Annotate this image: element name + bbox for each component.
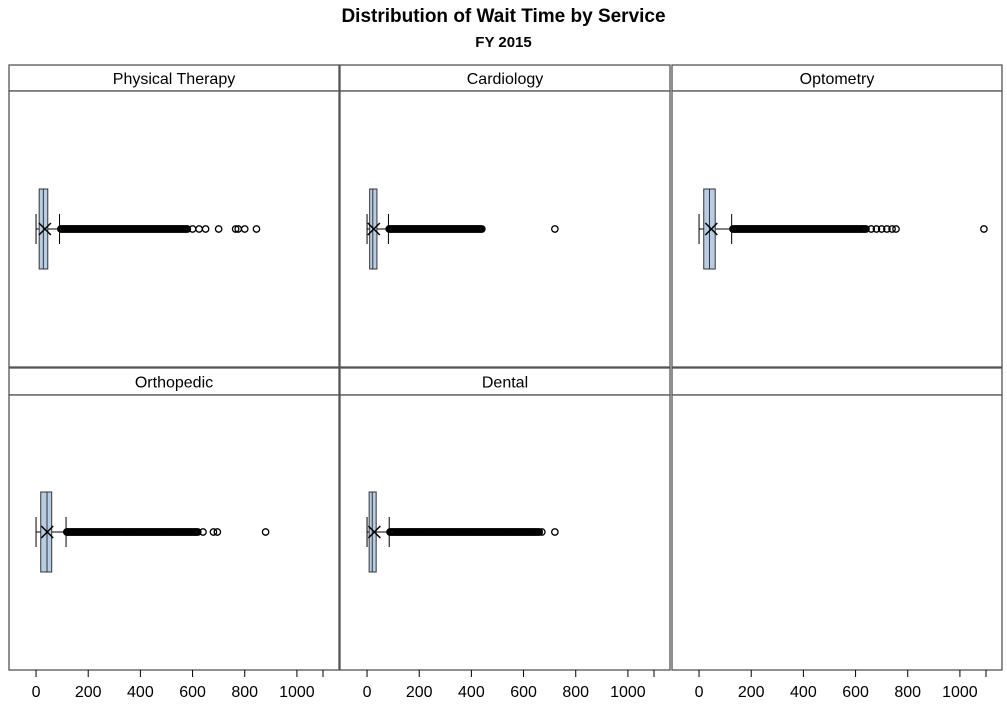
x-tick-label: 800 [231, 684, 258, 701]
panel-label: Dental [482, 375, 528, 392]
panel-label: Cardiology [467, 71, 543, 88]
x-tick-label: 600 [842, 684, 869, 701]
x-tick-label: 600 [510, 684, 537, 701]
x-tick-label: 1000 [610, 684, 646, 701]
panel-frame [672, 395, 1002, 670]
x-tick-label: 800 [894, 684, 921, 701]
x-tick-label: 200 [738, 684, 765, 701]
panel-label: Optometry [800, 71, 875, 88]
x-tick-label: 1000 [279, 684, 315, 701]
x-tick-label: 200 [75, 684, 102, 701]
panel-label: Physical Therapy [113, 71, 235, 88]
x-tick-label: 800 [562, 684, 589, 701]
x-tick-label: 400 [127, 684, 154, 701]
panel-label: Orthopedic [135, 375, 213, 392]
panel-strip [672, 368, 1002, 395]
x-tick-label: 600 [179, 684, 206, 701]
x-tick-label: 400 [458, 684, 485, 701]
x-tick-label: 200 [406, 684, 433, 701]
x-tick-label: 0 [363, 684, 372, 701]
x-tick-label: 0 [695, 684, 704, 701]
x-tick-label: 0 [32, 684, 41, 701]
x-tick-label: 400 [790, 684, 817, 701]
x-tick-label: 1000 [942, 684, 978, 701]
